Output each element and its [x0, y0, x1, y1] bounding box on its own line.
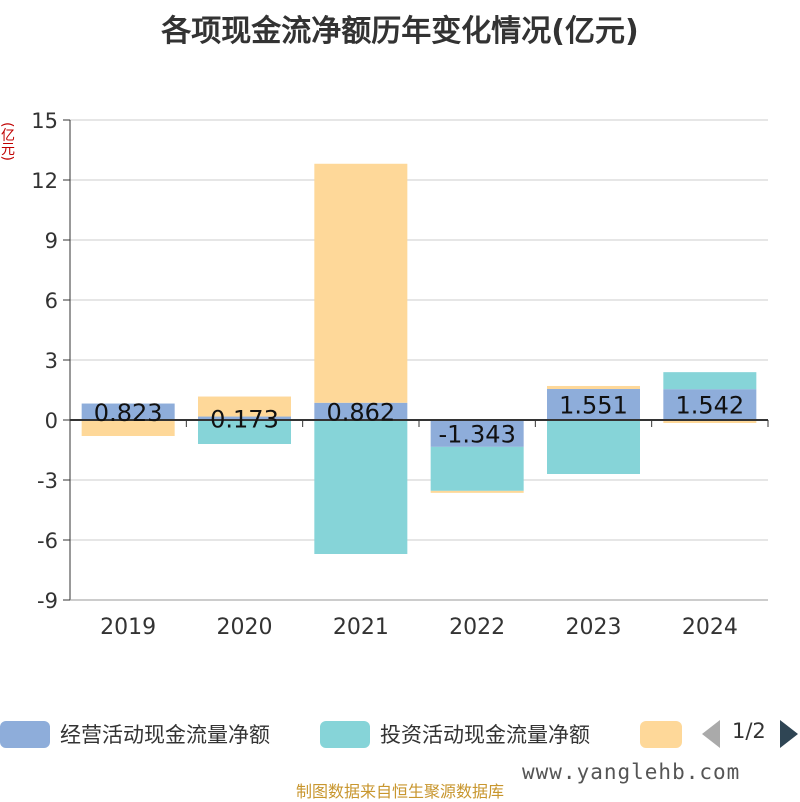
bar-3-2019 — [81, 420, 175, 436]
data-label: 1.542 — [675, 392, 744, 420]
y-tick-label: -3 — [37, 469, 58, 493]
bar-1-2023 — [547, 388, 640, 420]
bar-2-2023 — [547, 420, 640, 474]
x-tick-label: 2023 — [566, 615, 622, 640]
bar-2-2024 — [663, 372, 757, 390]
bar-2-2021 — [314, 420, 408, 554]
legend-swatch-investing — [320, 721, 370, 748]
x-tick-label: 2021 — [333, 615, 389, 640]
bar-3-2020 — [198, 396, 291, 417]
legend-prev-page-icon[interactable] — [702, 720, 720, 748]
bar-3-2024 — [663, 420, 757, 423]
y-tick-label: 3 — [45, 349, 58, 373]
y-tick-label: 12 — [31, 169, 58, 193]
data-label: -1.343 — [438, 420, 515, 448]
y-tick-label: 9 — [45, 229, 58, 253]
x-tick-label: 2019 — [100, 615, 156, 640]
y-tick-label: 15 — [31, 109, 58, 133]
x-tick-label: 2022 — [449, 615, 505, 640]
y-tick-label: -6 — [37, 529, 58, 553]
data-label: 1.551 — [559, 391, 628, 419]
y-tick-label: 0 — [45, 409, 58, 433]
x-tick-label: 2020 — [217, 615, 273, 640]
legend-swatch-financing — [640, 721, 682, 748]
chart-title: 各项现金流净额历年变化情况(亿元) — [161, 14, 639, 49]
data-label: 0.862 — [326, 398, 395, 426]
bar-1-2022 — [430, 420, 524, 447]
data-label: 0.823 — [94, 399, 163, 427]
x-tick-label: 2024 — [682, 615, 738, 640]
bar-2-2020 — [198, 420, 291, 444]
bar-3-2021 — [314, 163, 408, 403]
bar-1-2020 — [198, 416, 291, 420]
bar-1-2019 — [81, 403, 175, 420]
bar-1-2021 — [314, 402, 408, 420]
legend-page-indicator: 1/2 — [732, 719, 766, 743]
bar-1-2024 — [663, 389, 757, 420]
y-tick-label: -9 — [37, 589, 58, 613]
y-tick-label: 6 — [45, 289, 58, 313]
legend-next-page-icon[interactable] — [780, 720, 798, 748]
y-axis-unit: (亿元) — [0, 122, 15, 161]
legend-label-investing: 投资活动现金流量净额 — [380, 723, 590, 747]
legend-swatch-operating — [0, 721, 50, 748]
legend-label-operating: 经营活动现金流量净额 — [60, 723, 270, 747]
source-note: 制图数据来自恒生聚源数据库 — [295, 782, 504, 801]
data-label: 0.173 — [210, 405, 279, 433]
legend: 经营活动现金流量净额 投资活动现金流量净额 — [0, 716, 800, 752]
watermark: www.yanglehb.com — [522, 760, 741, 784]
chart-area: 15 12 9 6 3 0 -3 -6 -9 0.823 0.173 0.862 -1.343 1.551… — [31, 109, 769, 640]
bar-3-2022 — [430, 490, 524, 493]
bar-3-2023 — [547, 385, 640, 389]
bar-2-2022 — [430, 446, 524, 491]
